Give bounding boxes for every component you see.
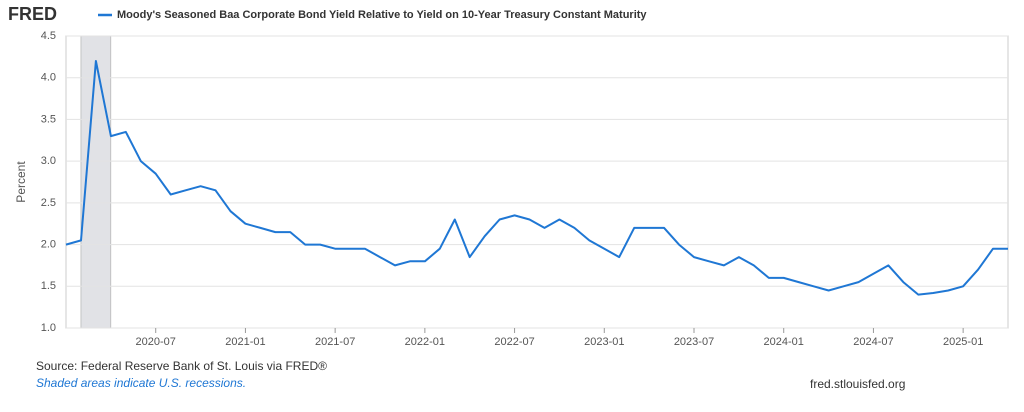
x-tick-label: 2022-01 bbox=[405, 336, 445, 348]
x-tick-label: 2021-07 bbox=[315, 336, 355, 348]
x-tick-label: 2020-07 bbox=[136, 336, 176, 348]
x-tick-label: 2025-01 bbox=[943, 336, 983, 348]
source: Source: Federal Reserve Bank of St. Loui… bbox=[36, 359, 327, 373]
y-tick-label: 3.5 bbox=[41, 113, 56, 125]
plot-area bbox=[65, 35, 1009, 329]
x-tick-label: 2023-01 bbox=[584, 336, 624, 348]
y-tick-label: 1.5 bbox=[41, 280, 56, 292]
x-tick-label: 2024-01 bbox=[764, 336, 804, 348]
y-tick-label: 4.5 bbox=[41, 30, 56, 42]
y-axis-label: Percent bbox=[14, 161, 28, 203]
x-tick-label: 2021-01 bbox=[225, 336, 265, 348]
url: fred.stlouisfed.org bbox=[810, 377, 905, 391]
line-series bbox=[65, 60, 1008, 296]
y-tick-label: 1.0 bbox=[41, 322, 56, 334]
y-tick-label: 2.0 bbox=[41, 238, 56, 250]
x-tick-label: 2024-07 bbox=[853, 336, 893, 348]
x-tick-label: 2022-07 bbox=[494, 336, 534, 348]
logo: FRED bbox=[8, 4, 57, 24]
y-tick-label: 3.0 bbox=[41, 155, 56, 167]
x-tick-label: 2023-07 bbox=[674, 336, 714, 348]
y-tick-label: 4.0 bbox=[41, 72, 56, 84]
note: Shaded areas indicate U.S. recessions. bbox=[36, 376, 246, 390]
legend-label: Moody's Seasoned Baa Corporate Bond Yiel… bbox=[117, 9, 647, 21]
y-tick-label: 2.5 bbox=[41, 197, 56, 209]
